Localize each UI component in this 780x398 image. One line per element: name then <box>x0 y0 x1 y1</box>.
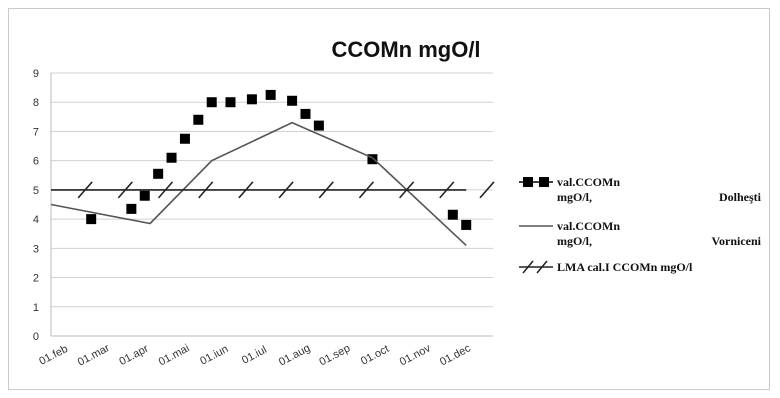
data-point-dolhesti <box>166 152 177 163</box>
chart-title: CCOMn mgO/l <box>331 37 480 62</box>
hatch-mark <box>439 181 455 199</box>
y-tick-label: 1 <box>33 302 39 314</box>
hatch-mark <box>77 181 93 199</box>
legend-label: val.CCOMn <box>557 175 620 189</box>
hatch-mark <box>358 181 375 199</box>
y-tick-label: 8 <box>33 97 39 109</box>
x-tick-label: 01.apr <box>117 343 150 368</box>
data-point-dolhesti <box>206 97 217 108</box>
hatch-mark <box>157 181 174 199</box>
legend-label: LMA cal.I CCOMn mgO/l <box>557 260 693 274</box>
y-tick-label: 0 <box>33 331 39 343</box>
chart-frame: CCOMn mgO/l 0 1 2 3 4 5 6 7 8 9 01.feb 01.mar 01.ap… <box>8 8 770 390</box>
x-tick-label: 01.aug <box>277 342 312 368</box>
legend-marker <box>523 177 533 187</box>
y-tick-label: 5 <box>33 185 39 197</box>
data-point-dolhesti <box>300 108 311 119</box>
data-point-dolhesti <box>139 190 150 201</box>
legend-label: mgO/l, <box>557 190 592 204</box>
legend-label: Vorniceni <box>711 234 761 248</box>
legend-label: Dolheşti <box>719 190 762 204</box>
x-tick-label: 01.dec <box>438 342 473 368</box>
x-tick-label: 01.mai <box>157 342 192 368</box>
x-tick-label: 01.feb <box>37 343 70 368</box>
y-tick-label: 9 <box>33 68 39 80</box>
data-point-dolhesti <box>179 133 190 144</box>
x-tick-label: 01.iun <box>198 343 230 368</box>
hatch-mark <box>198 181 214 199</box>
line-chart: CCOMn mgO/l 0 1 2 3 4 5 6 7 8 9 01.feb 01.mar 01.ap… <box>33 37 762 369</box>
data-point-dolhesti <box>287 95 298 106</box>
data-point-dolhesti <box>246 94 257 105</box>
y-tick-label: 2 <box>33 273 39 285</box>
series-line-vorniceni <box>50 121 467 246</box>
x-tick-label: 01.oct <box>359 343 391 368</box>
x-tick-label: 01.mar <box>76 342 112 369</box>
data-point-dolhesti <box>447 209 458 220</box>
x-tick-label: 01.iul <box>240 344 269 367</box>
legend-marker <box>539 177 549 187</box>
x-tick-label: 01.nov <box>398 342 433 368</box>
data-point-dolhesti <box>153 168 164 179</box>
hatch-mark <box>399 181 415 199</box>
hatch-mark <box>238 181 254 199</box>
x-tick-label: 01.sep <box>317 342 352 368</box>
data-point-dolhesti <box>313 120 324 131</box>
legend-label: mgO/l, <box>557 234 592 248</box>
data-point-dolhesti <box>367 154 378 165</box>
hatch-mark <box>479 181 495 199</box>
hatch-mark <box>522 260 534 274</box>
y-tick-label: 7 <box>33 126 39 138</box>
hatch-mark <box>536 260 548 274</box>
hatch-mark <box>278 181 294 199</box>
hatch-mark <box>318 181 334 199</box>
data-point-dolhesti <box>225 97 236 108</box>
data-point-dolhesti <box>126 203 137 214</box>
data-point-dolhesti <box>461 219 472 230</box>
y-tick-label: 4 <box>33 214 39 226</box>
y-tick-label: 3 <box>33 243 39 255</box>
data-point-dolhesti <box>86 214 97 225</box>
data-point-dolhesti <box>265 89 276 100</box>
y-tick-label: 6 <box>33 156 39 168</box>
data-point-dolhesti <box>193 114 204 125</box>
hatch-mark <box>117 181 133 199</box>
legend-label: val.CCOMn <box>557 219 620 233</box>
